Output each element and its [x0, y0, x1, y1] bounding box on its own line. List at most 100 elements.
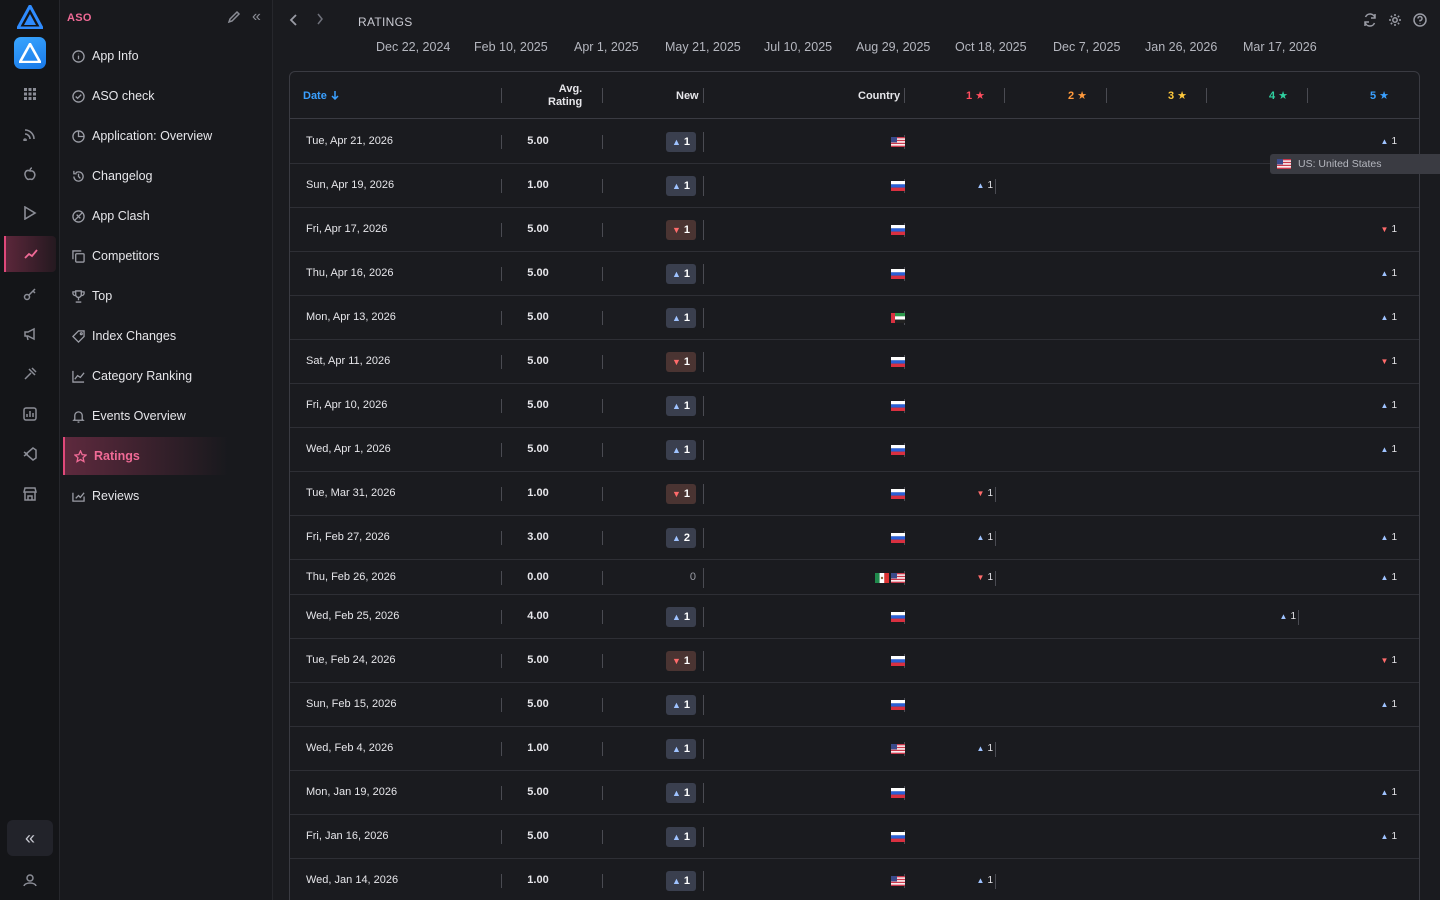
row-country-flags[interactable] — [891, 137, 905, 147]
table-row[interactable]: Sun, Feb 15, 2026 5.00 ▲ 1 ▲ 1 — [290, 683, 1419, 727]
timeline-date[interactable]: Jul 10, 2025 — [764, 40, 833, 54]
store-icon[interactable] — [18, 482, 42, 506]
row-country-flags[interactable] — [891, 269, 905, 279]
menu-item-app-clash[interactable]: App Clash — [63, 199, 223, 233]
star-change-count: 1 — [1391, 400, 1397, 411]
new-column-header[interactable]: New — [676, 89, 699, 102]
avg-rating-column-header[interactable]: Avg. Rating — [548, 72, 582, 119]
menu-item-category-ranking[interactable]: Category Ranking — [63, 359, 223, 393]
row-country-flags[interactable] — [891, 656, 905, 666]
star-3-column-header[interactable]: 3 ★ — [1168, 72, 1187, 119]
collapse-menu-icon[interactable]: « — [252, 8, 261, 25]
country-column-header[interactable]: Country — [858, 89, 901, 102]
row-country-flags[interactable] — [891, 832, 905, 842]
row-date: Mon, Jan 19, 2026 — [306, 786, 398, 798]
grid-icon[interactable] — [18, 82, 42, 106]
row-country-flags[interactable] — [891, 533, 905, 543]
row-new-count: 1 — [683, 224, 691, 236]
table-row[interactable]: Thu, Feb 26, 2026 0.00 0 ▼ 1 ▲ 1 — [290, 560, 1419, 595]
back-chevron-icon[interactable] — [289, 13, 299, 29]
key-icon[interactable] — [18, 282, 42, 306]
timeline-date[interactable]: Jan 26, 2026 — [1145, 40, 1218, 54]
star-header-label: 2 — [1068, 89, 1075, 102]
menu-item-aso-check[interactable]: ASO check — [63, 79, 223, 113]
user-icon[interactable] — [18, 868, 42, 892]
timeline-date[interactable]: May 21, 2025 — [665, 40, 741, 54]
menu-item-events-overview[interactable]: Events Overview — [63, 399, 223, 433]
row-date: Tue, Feb 24, 2026 — [306, 654, 396, 666]
row-country-flags[interactable] — [875, 572, 905, 583]
table-row[interactable]: Wed, Feb 4, 2026 1.00 ▲ 1 ▲ 1 — [290, 727, 1419, 771]
menu-item-competitors[interactable]: Competitors — [63, 239, 223, 273]
refresh-icon[interactable] — [1363, 13, 1379, 29]
timeline-date[interactable]: Aug 29, 2025 — [856, 40, 931, 54]
menu-item-label: Ratings — [94, 449, 140, 463]
row-country-flags[interactable] — [891, 445, 905, 455]
help-icon[interactable] — [1413, 13, 1429, 29]
vscode-icon[interactable] — [18, 442, 42, 466]
cell-divider — [501, 570, 502, 585]
row-country-flags[interactable] — [891, 489, 905, 499]
cell-divider — [501, 179, 502, 193]
pencil-icon[interactable] — [227, 10, 243, 26]
report-icon[interactable] — [18, 402, 42, 426]
table-row[interactable]: Fri, Apr 10, 2026 5.00 ▲ 1 ▲ 1 — [290, 384, 1419, 428]
brand-logo-icon[interactable] — [15, 2, 45, 30]
app-icon[interactable] — [14, 37, 46, 69]
star-4-column-header[interactable]: 4 ★ — [1269, 72, 1288, 119]
table-row[interactable]: Mon, Jan 19, 2026 5.00 ▲ 1 ▲ 1 — [290, 771, 1419, 815]
table-row[interactable]: Wed, Feb 25, 2026 4.00 ▲ 1 ▲ 1 — [290, 595, 1419, 639]
timeline-date[interactable]: Mar 17, 2026 — [1243, 40, 1317, 54]
row-country-flags[interactable] — [891, 788, 905, 798]
gear-icon[interactable] — [1388, 13, 1404, 29]
table-row[interactable]: Fri, Feb 27, 2026 3.00 ▲ 2 ▲ 1 ▲ 1 — [290, 516, 1419, 560]
star-1-column-header[interactable]: 1 ★ — [966, 72, 985, 119]
row-country-flags[interactable] — [891, 401, 905, 411]
menu-item-ratings[interactable]: Ratings — [63, 437, 228, 475]
rss-icon[interactable] — [18, 122, 42, 146]
timeline-date[interactable]: Dec 7, 2025 — [1053, 40, 1121, 54]
table-row[interactable]: Sun, Apr 19, 2026 1.00 ▲ 1 ▲ 1 — [290, 164, 1419, 208]
row-country-flags[interactable] — [891, 313, 905, 323]
timeline-date[interactable]: Oct 18, 2025 — [955, 40, 1027, 54]
table-row[interactable]: Fri, Apr 17, 2026 5.00 ▼ 1 ▼ 1 — [290, 208, 1419, 252]
menu-item-reviews[interactable]: Reviews — [63, 479, 223, 513]
megaphone-icon[interactable] — [18, 322, 42, 346]
table-row[interactable]: Thu, Apr 16, 2026 5.00 ▲ 1 ▲ 1 — [290, 252, 1419, 296]
table-row[interactable]: Wed, Apr 1, 2026 5.00 ▲ 1 ▲ 1 — [290, 428, 1419, 472]
table-row[interactable]: Mon, Apr 13, 2026 5.00 ▲ 1 ▲ 1 — [290, 296, 1419, 340]
row-country-flags[interactable] — [891, 744, 905, 754]
menu-item-application-overview[interactable]: Application: Overview — [63, 119, 223, 153]
star-5-column-header[interactable]: 5 ★ — [1370, 72, 1389, 119]
row-country-flags[interactable] — [891, 357, 905, 367]
header-divider — [1206, 88, 1207, 103]
row-country-flags[interactable] — [891, 181, 905, 191]
row-country-flags[interactable] — [891, 876, 905, 886]
table-row[interactable]: Fri, Jan 16, 2026 5.00 ▲ 1 ▲ 1 — [290, 815, 1419, 859]
row-country-flags[interactable] — [891, 700, 905, 710]
collapse-rail-button[interactable]: « — [7, 820, 53, 856]
analytics-icon[interactable] — [4, 236, 56, 272]
timeline-date[interactable]: Apr 1, 2025 — [574, 40, 639, 54]
menu-item-index-changes[interactable]: Index Changes — [63, 319, 223, 353]
menu-item-changelog[interactable]: Changelog — [63, 159, 223, 193]
date-column-header[interactable]: Date — [303, 72, 339, 119]
tools-icon[interactable] — [18, 362, 42, 386]
table-row[interactable]: Sat, Apr 11, 2026 5.00 ▼ 1 ▼ 1 — [290, 340, 1419, 384]
table-row[interactable]: Tue, Mar 31, 2026 1.00 ▼ 1 ▼ 1 — [290, 472, 1419, 516]
menu-item-top[interactable]: Top — [63, 279, 223, 313]
timeline-date[interactable]: Feb 10, 2025 — [474, 40, 548, 54]
reviews-icon — [71, 489, 85, 503]
apple-icon[interactable] — [18, 162, 42, 186]
row-country-flags[interactable] — [891, 612, 905, 622]
table-row[interactable]: Wed, Jan 14, 2026 1.00 ▲ 1 ▲ 1 — [290, 859, 1419, 900]
timeline-date[interactable]: Dec 22, 2024 — [376, 40, 451, 54]
row-avg-rating: 5.00 — [527, 654, 549, 666]
table-row[interactable]: Tue, Feb 24, 2026 5.00 ▼ 1 ▼ 1 — [290, 639, 1419, 683]
google-play-icon[interactable] — [18, 201, 42, 225]
table-row[interactable]: Tue, Apr 21, 2026 5.00 ▲ 1 ▲ 1 — [290, 120, 1419, 164]
star-2-column-header[interactable]: 2 ★ — [1068, 72, 1087, 119]
menu-item-app-info[interactable]: App Info — [63, 39, 223, 73]
row-avg-rating: 1.00 — [527, 179, 549, 191]
row-country-flags[interactable] — [891, 225, 905, 235]
